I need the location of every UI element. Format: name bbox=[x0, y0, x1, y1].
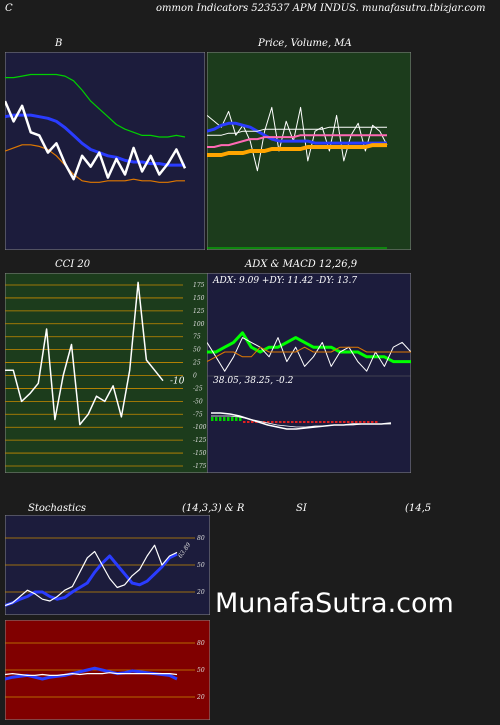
macd-histogram-bar bbox=[219, 417, 222, 421]
macd-histogram-bar bbox=[355, 421, 358, 423]
macd-readout: 38.05, 38.25, -0.2 bbox=[213, 376, 294, 386]
bollinger-chart bbox=[5, 52, 205, 250]
cci-tick-label: -150 bbox=[193, 450, 207, 457]
macd-histogram-bar bbox=[331, 421, 334, 423]
cci-tick-label: -50 bbox=[193, 398, 203, 405]
cci-tick-label: 25 bbox=[192, 360, 201, 367]
macd-histogram-bar bbox=[375, 421, 378, 423]
macd-histogram-bar bbox=[319, 421, 322, 423]
panel-title-stochastics: Stochastics bbox=[28, 503, 86, 514]
macd-histogram-bar bbox=[271, 421, 274, 423]
macd-histogram-bar bbox=[363, 421, 366, 423]
corner-letter: C bbox=[5, 3, 13, 14]
panel-background bbox=[207, 273, 411, 473]
price-series-0 bbox=[207, 106, 388, 172]
cci-tick-label: 125 bbox=[193, 308, 205, 315]
cci-tick-label: 75 bbox=[193, 334, 201, 341]
price-volume-ma-chart bbox=[207, 52, 411, 250]
adx-series-2 bbox=[207, 346, 411, 363]
macd-histogram-bar bbox=[327, 421, 330, 423]
macd-histogram-bar bbox=[311, 421, 314, 423]
cci-tick-label: 50 bbox=[193, 347, 201, 354]
cci-tick-label: 175 bbox=[193, 282, 205, 289]
si-chart: 80 50 20 bbox=[5, 620, 210, 720]
osc-tick-label: 50 bbox=[197, 562, 205, 569]
macd-histogram-bar bbox=[347, 421, 350, 423]
osc-tick-label: 20 bbox=[196, 589, 205, 596]
macd-histogram-bar bbox=[211, 417, 214, 421]
price-series-2 bbox=[207, 134, 387, 148]
cci-tick-label: -175 bbox=[193, 463, 207, 470]
cci-tick-label: 100 bbox=[193, 321, 205, 328]
macd-histogram-bar bbox=[335, 421, 338, 423]
osc-series-0 bbox=[5, 666, 178, 681]
osc-tick-label: 50 bbox=[197, 667, 205, 674]
adx-readout: ADX: 9.09 +DY: 11.42 -DY: 13.7 bbox=[213, 276, 358, 286]
macd-histogram-bar bbox=[235, 417, 238, 421]
macd-histogram-bar bbox=[315, 421, 318, 423]
macd-histogram-bar bbox=[371, 421, 374, 423]
adx-macd-chart bbox=[207, 273, 411, 473]
bollinger-series-0 bbox=[5, 73, 186, 138]
cci-tick-label: 0 bbox=[193, 373, 197, 380]
panel-background bbox=[5, 52, 205, 250]
osc-series-1 bbox=[5, 672, 178, 677]
cci-line bbox=[5, 281, 164, 426]
osc-tick-label: 20 bbox=[196, 694, 205, 701]
panel-title-price-volume-ma: Price, Volume, MA bbox=[258, 38, 352, 49]
panel-title-cci: CCI 20 bbox=[55, 259, 91, 270]
macd-histogram-bar bbox=[251, 421, 254, 423]
macd-histogram-bar bbox=[243, 421, 246, 423]
macd-histogram-bar bbox=[215, 417, 218, 421]
macd-histogram-bar bbox=[359, 421, 362, 423]
macd-histogram-bar bbox=[239, 417, 242, 421]
macd-histogram-bar bbox=[303, 421, 306, 423]
macd-histogram-bar bbox=[247, 421, 250, 423]
macd-histogram-bar bbox=[367, 421, 370, 423]
macd-histogram-bar bbox=[275, 421, 278, 423]
panel-title-si: SI bbox=[296, 503, 307, 514]
cci-last-value: -10 bbox=[170, 377, 185, 387]
macd-histogram-bar bbox=[323, 421, 326, 423]
stochastics-params: (14,3,3) & R bbox=[182, 503, 245, 514]
macd-histogram-bar bbox=[339, 421, 342, 423]
cci-tick-label: -125 bbox=[193, 437, 207, 444]
macd-histogram-bar bbox=[291, 421, 294, 423]
adx-series-1 bbox=[207, 337, 411, 372]
macd-histogram-bar bbox=[223, 417, 226, 421]
macd-histogram-bar bbox=[227, 417, 230, 421]
macd-histogram-bar bbox=[351, 421, 354, 423]
panel-title-adx-macd: ADX & MACD 12,26,9 bbox=[245, 259, 358, 270]
macd-histogram-bar bbox=[307, 421, 310, 423]
cci-chart: 175 150 125 100 75 50 25 0 -25 -50 -75 -100 -125 -150… bbox=[5, 273, 209, 473]
watermark: MunafaSutra.com bbox=[215, 588, 454, 619]
macd-histogram-bar bbox=[299, 421, 302, 423]
price-series-3 bbox=[207, 143, 387, 157]
price-series-1 bbox=[207, 121, 387, 145]
macd-histogram-bar bbox=[343, 421, 346, 423]
panel-title-bollinger: B bbox=[55, 38, 63, 49]
osc-tick-label: 80 bbox=[197, 640, 205, 647]
page-title: ommon Indicators 523537 APM INDUS. munaf… bbox=[156, 3, 486, 14]
macd-histogram-bar bbox=[267, 421, 270, 423]
panel-background bbox=[5, 273, 209, 473]
cci-tick-label: -25 bbox=[193, 385, 203, 392]
cci-tick-label: 150 bbox=[193, 295, 205, 302]
macd-signal-line bbox=[211, 415, 391, 428]
macd-histogram-bar bbox=[295, 421, 298, 423]
cci-tick-label: -75 bbox=[193, 411, 203, 418]
macd-histogram-bar bbox=[279, 421, 282, 423]
cci-tick-label: -100 bbox=[193, 424, 207, 431]
adx-series-0 bbox=[207, 331, 411, 364]
macd-histogram-bar bbox=[231, 417, 234, 421]
macd-histogram-bar bbox=[287, 421, 290, 423]
osc-tick-label: 80 bbox=[197, 535, 205, 542]
price-series-4 bbox=[207, 126, 387, 136]
osc-series-1 bbox=[5, 544, 178, 607]
bollinger-series-3 bbox=[5, 100, 187, 181]
macd-histogram-bar bbox=[283, 421, 286, 423]
si-params: (14,5 bbox=[405, 503, 432, 514]
bollinger-series-2 bbox=[5, 144, 185, 183]
